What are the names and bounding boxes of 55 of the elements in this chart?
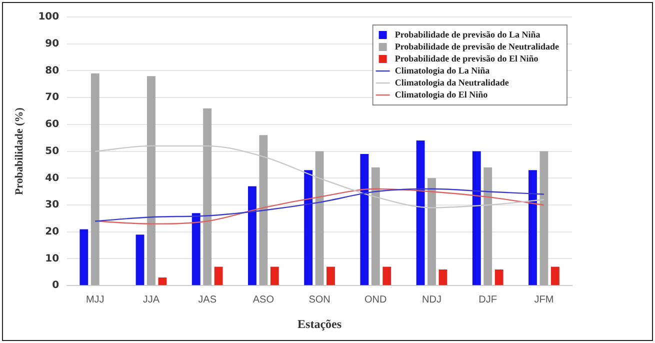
x-tick-label: JJA <box>142 294 160 306</box>
y-axis-title: Probabilidade (%) <box>13 107 26 196</box>
bar <box>326 266 335 286</box>
x-tick-label: JAS <box>198 294 217 306</box>
bar <box>136 234 144 286</box>
bar <box>192 213 200 286</box>
x-tick-label: DJF <box>478 294 498 306</box>
x-tick-label: SON <box>308 294 330 306</box>
y-tick-label: 0 <box>52 280 60 292</box>
y-tick-label: 20 <box>45 226 60 238</box>
legend-label: Probabilidade de previsão do El Niño <box>394 53 539 64</box>
y-tick-label: 40 <box>45 172 60 184</box>
bar <box>550 266 560 286</box>
x-tick-label: ASO <box>252 294 274 306</box>
bar <box>438 269 448 286</box>
bar <box>214 266 223 286</box>
bar <box>371 167 380 286</box>
x-axis-title: Estações <box>298 316 342 331</box>
bar <box>259 135 268 286</box>
bar <box>90 73 100 286</box>
legend-label: Climatologia da Neutralidade <box>394 77 509 88</box>
legend-label: Probabilidade de previsão de Neutralidade <box>394 41 560 52</box>
y-tick-label: 80 <box>45 65 60 76</box>
x-tick-label: MJJ <box>86 294 104 306</box>
legend-label: Climatologia do El Niño <box>394 89 488 100</box>
bar <box>484 167 492 286</box>
bar <box>360 154 369 286</box>
bar <box>528 170 537 286</box>
x-tick-label: JFM <box>534 294 554 306</box>
bar <box>203 108 212 286</box>
bar <box>270 266 279 286</box>
y-tick-label: 60 <box>45 119 60 130</box>
bar <box>248 186 256 286</box>
bar <box>382 266 392 286</box>
bar <box>540 151 548 286</box>
y-tick-label: 10 <box>45 253 60 264</box>
y-tick-label: 50 <box>45 146 60 157</box>
y-tick-label: 100 <box>38 12 60 23</box>
bar <box>494 269 504 286</box>
legend-label: Climatologia do La Niña <box>394 65 490 76</box>
line-series <box>94 145 545 208</box>
bar <box>428 178 436 286</box>
legend-label: Probabilidade de previsão do La Niña <box>394 29 541 40</box>
y-tick-label: 30 <box>45 200 60 211</box>
bar <box>80 229 88 286</box>
bar <box>158 278 167 286</box>
bar <box>315 151 324 286</box>
bar <box>304 170 313 286</box>
y-tick-label: 70 <box>45 92 60 104</box>
bar <box>416 140 425 286</box>
x-tick-label: NDJ <box>422 294 442 306</box>
y-tick-label: 90 <box>45 38 60 50</box>
bar <box>147 76 156 286</box>
x-tick-label: OND <box>364 294 387 306</box>
bar <box>472 151 481 286</box>
